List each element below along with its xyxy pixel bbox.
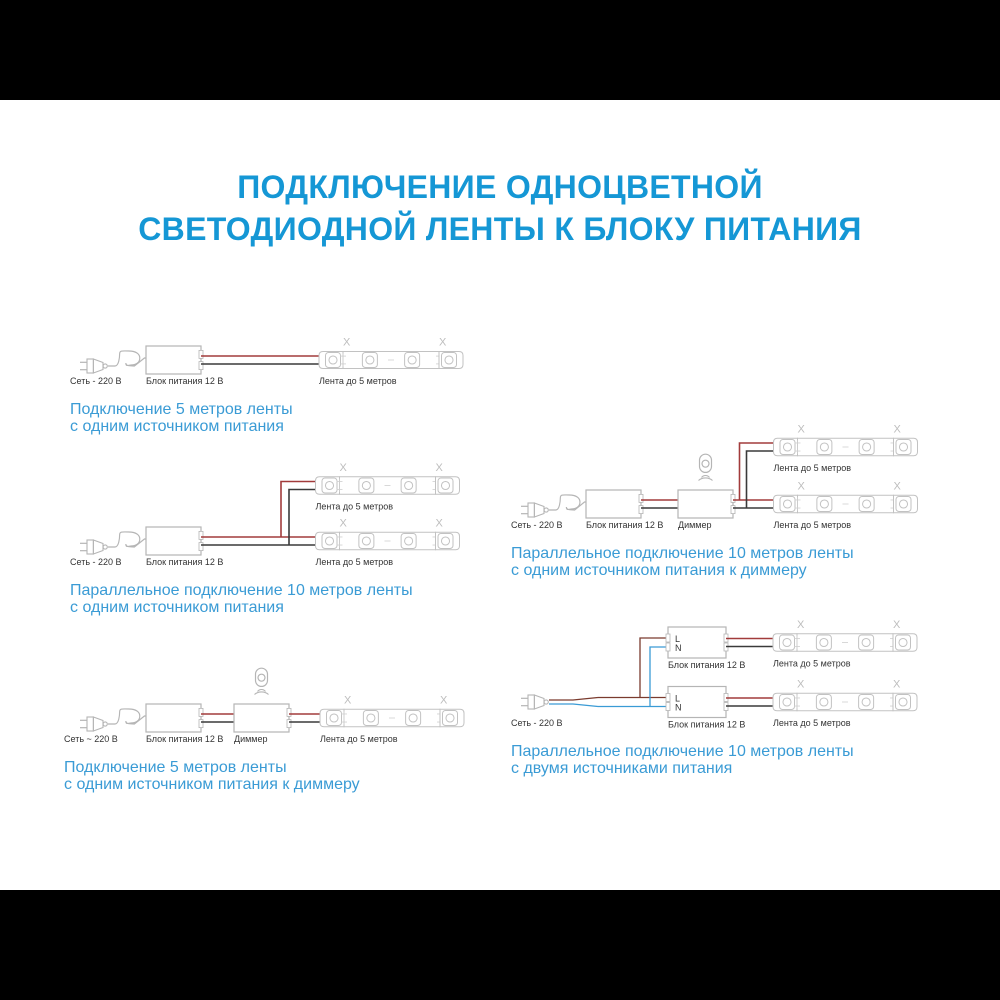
svg-text:Блок питания 12 В: Блок питания 12 В [668, 720, 745, 730]
svg-text:N: N [675, 643, 682, 653]
svg-text:X: X [797, 619, 805, 631]
svg-text:X: X [340, 517, 348, 529]
svg-text:X: X [436, 462, 444, 474]
svg-text:с двумя источниками питания: с двумя источниками питания [511, 760, 732, 777]
svg-text:с одним источником питания к д: с одним источником питания к диммеру [64, 776, 360, 793]
svg-text:Сеть - 220 В: Сеть - 220 В [70, 557, 122, 567]
svg-text:с одним источником питания: с одним источником питания [70, 418, 284, 435]
svg-text:X: X [439, 337, 447, 349]
svg-text:Блок питания 12 В: Блок питания 12 В [586, 520, 663, 530]
svg-text:Подключение 5 метров ленты: Подключение 5 метров ленты [70, 401, 293, 418]
svg-text:Лента до 5 метров: Лента до 5 метров [316, 557, 394, 567]
svg-text:Сеть ~ 220 В: Сеть ~ 220 В [64, 734, 118, 744]
svg-text:Диммер: Диммер [678, 520, 712, 530]
svg-text:X: X [343, 337, 351, 349]
svg-text:Сеть - 220 В: Сеть - 220 В [511, 520, 563, 530]
svg-text:X: X [798, 480, 806, 492]
svg-text:X: X [436, 517, 444, 529]
svg-text:X: X [798, 423, 806, 435]
svg-text:Лента до 5 метров: Лента до 5 метров [773, 659, 851, 669]
svg-text:Блок питания 12 В: Блок питания 12 В [146, 557, 223, 567]
svg-text:Лента до 5 метров: Лента до 5 метров [316, 502, 394, 512]
svg-text:Лента до 5 метров: Лента до 5 метров [773, 718, 851, 728]
svg-text:X: X [894, 423, 902, 435]
svg-text:Параллельное подключение 10 ме: Параллельное подключение 10 метров ленты [511, 545, 854, 562]
svg-text:X: X [893, 619, 901, 631]
svg-text:X: X [440, 694, 448, 706]
svg-text:X: X [344, 694, 352, 706]
svg-text:Сеть - 220 В: Сеть - 220 В [70, 376, 122, 386]
svg-text:X: X [340, 462, 348, 474]
svg-text:Лента до 5 метров: Лента до 5 метров [774, 463, 852, 473]
svg-text:с одним источником питания к д: с одним источником питания к диммеру [511, 562, 807, 579]
svg-text:Блок питания 12 В: Блок питания 12 В [146, 376, 223, 386]
svg-text:Параллельное подключение 10 ме: Параллельное подключение 10 метров ленты [511, 743, 854, 760]
svg-text:Блок питания 12 В: Блок питания 12 В [668, 660, 745, 670]
svg-text:Сеть - 220 В: Сеть - 220 В [511, 718, 563, 728]
svg-text:X: X [893, 678, 901, 690]
svg-text:Параллельное подключение 10 ме: Параллельное подключение 10 метров ленты [70, 582, 413, 599]
svg-text:X: X [797, 678, 805, 690]
svg-text:X: X [894, 480, 902, 492]
svg-text:N: N [675, 702, 682, 712]
svg-text:Диммер: Диммер [234, 734, 268, 744]
svg-text:Блок питания 12 В: Блок питания 12 В [146, 734, 223, 744]
svg-text:Подключение 5 метров ленты: Подключение 5 метров ленты [64, 759, 287, 776]
svg-text:Лента до 5 метров: Лента до 5 метров [320, 734, 398, 744]
svg-text:Лента до 5 метров: Лента до 5 метров [319, 376, 397, 386]
svg-text:с одним источником питания: с одним источником питания [70, 599, 284, 616]
svg-text:Лента до 5 метров: Лента до 5 метров [774, 520, 852, 530]
